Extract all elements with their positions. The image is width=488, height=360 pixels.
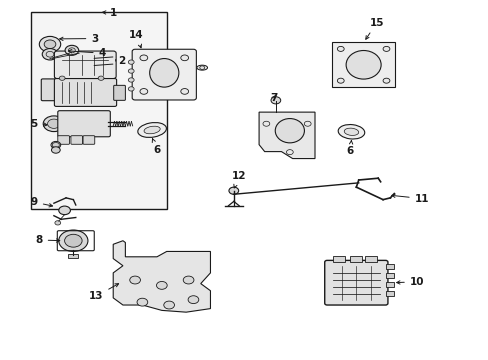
Circle shape [51, 141, 61, 149]
Text: 3: 3 [60, 33, 99, 44]
Text: 6: 6 [346, 140, 353, 157]
Circle shape [64, 234, 82, 247]
Ellipse shape [149, 59, 179, 87]
Circle shape [183, 276, 194, 284]
Ellipse shape [344, 128, 358, 135]
Circle shape [51, 147, 60, 153]
Ellipse shape [346, 50, 380, 79]
Text: 10: 10 [396, 277, 424, 287]
Circle shape [163, 301, 174, 309]
Circle shape [156, 282, 167, 289]
Circle shape [128, 69, 134, 73]
Text: 12: 12 [231, 171, 245, 188]
FancyBboxPatch shape [385, 273, 393, 278]
Circle shape [39, 36, 61, 52]
FancyBboxPatch shape [385, 282, 393, 287]
Ellipse shape [275, 118, 304, 143]
Circle shape [44, 40, 56, 49]
FancyBboxPatch shape [68, 254, 78, 257]
Text: 8: 8 [36, 235, 60, 245]
FancyBboxPatch shape [71, 136, 82, 144]
Circle shape [128, 87, 134, 91]
FancyBboxPatch shape [58, 136, 69, 144]
FancyBboxPatch shape [324, 260, 387, 305]
Polygon shape [113, 241, 210, 312]
Circle shape [98, 76, 104, 80]
Polygon shape [259, 112, 314, 158]
Circle shape [65, 45, 79, 55]
FancyBboxPatch shape [365, 256, 376, 262]
Circle shape [270, 97, 280, 104]
Circle shape [188, 296, 199, 303]
Ellipse shape [338, 125, 364, 139]
FancyBboxPatch shape [41, 79, 61, 101]
Circle shape [228, 187, 238, 194]
FancyBboxPatch shape [114, 85, 125, 100]
Text: 2: 2 [118, 56, 125, 66]
Text: 11: 11 [391, 194, 428, 203]
FancyBboxPatch shape [54, 78, 116, 107]
Circle shape [140, 55, 147, 61]
Circle shape [140, 89, 147, 94]
Text: 4: 4 [68, 48, 106, 58]
Text: 13: 13 [89, 284, 119, 301]
Text: 15: 15 [365, 18, 383, 39]
Text: 14: 14 [129, 30, 143, 48]
Circle shape [128, 78, 134, 82]
Ellipse shape [197, 65, 207, 70]
Circle shape [181, 89, 188, 94]
FancyBboxPatch shape [132, 49, 196, 100]
Text: 7: 7 [269, 93, 277, 103]
FancyBboxPatch shape [54, 51, 116, 78]
Circle shape [137, 298, 147, 306]
FancyBboxPatch shape [385, 291, 393, 296]
Circle shape [42, 49, 58, 60]
FancyBboxPatch shape [385, 264, 393, 269]
Circle shape [337, 46, 344, 51]
Circle shape [129, 276, 140, 284]
FancyBboxPatch shape [333, 256, 345, 262]
Circle shape [43, 116, 64, 132]
Text: 9: 9 [31, 197, 52, 207]
Circle shape [382, 46, 389, 51]
Bar [30, 12, 166, 208]
Circle shape [128, 60, 134, 64]
Circle shape [59, 206, 70, 215]
Circle shape [55, 221, 61, 225]
Circle shape [382, 78, 389, 83]
FancyBboxPatch shape [83, 136, 95, 144]
Circle shape [47, 119, 60, 129]
Text: 6: 6 [152, 139, 160, 155]
Text: 1: 1 [102, 8, 116, 18]
FancyBboxPatch shape [58, 111, 110, 137]
Bar [331, 42, 394, 87]
Circle shape [337, 78, 344, 83]
Circle shape [181, 55, 188, 61]
Ellipse shape [138, 122, 166, 138]
Ellipse shape [144, 126, 160, 134]
Circle shape [59, 230, 88, 251]
FancyBboxPatch shape [350, 256, 362, 262]
Text: 5: 5 [31, 118, 47, 129]
Circle shape [59, 76, 65, 80]
